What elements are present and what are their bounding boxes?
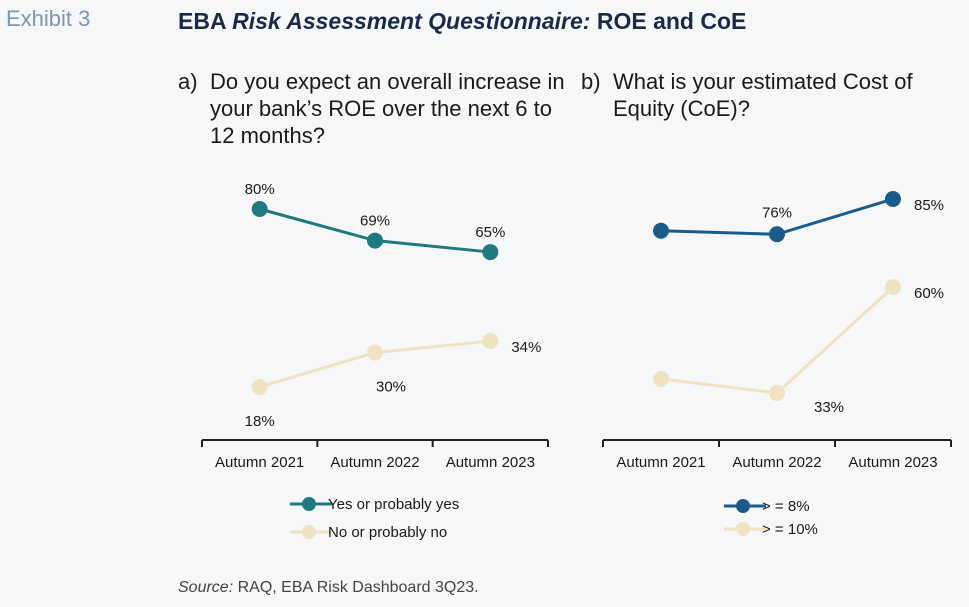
legend-label: > = 8% <box>762 498 810 515</box>
x-tick-label: Autumn 2022 <box>330 454 419 471</box>
source-label: Source: <box>178 579 234 596</box>
page-title: EBA Risk Assessment Questionnaire: ROE a… <box>178 8 746 35</box>
data-label: 80% <box>245 181 275 198</box>
legend-label: No or probably no <box>328 524 447 541</box>
x-tick-label: Autumn 2023 <box>848 454 937 471</box>
panel-a-letter: a) <box>178 69 198 94</box>
legend-label: > = 10% <box>762 521 818 538</box>
panel-b-question: b) What is your estimated Cost of Equity… <box>581 68 969 128</box>
chart-panel-a: Autumn 2021 Autumn 2022 Autumn 2023 80% 69% 6… <box>201 181 549 541</box>
data-label: 33% <box>814 399 844 416</box>
chart-panel-b: Autumn 2021 Autumn 2022 Autumn 2023 76% 85% >… <box>602 191 952 538</box>
legend-label: Yes or probably yes <box>328 496 459 513</box>
legend-swatch-marker <box>736 499 750 513</box>
data-label: 30% <box>376 379 406 396</box>
panel-a-title: Do you expect an overall increase in you… <box>210 69 565 148</box>
data-point <box>251 379 268 395</box>
x-tick-label: Autumn 2022 <box>732 454 821 471</box>
data-label: 34% <box>511 339 541 356</box>
data-point <box>367 344 383 361</box>
panel-b-title: What is your estimated Cost of Equity (C… <box>613 69 913 121</box>
legend-swatch-marker <box>302 525 316 539</box>
data-point <box>885 279 901 296</box>
data-label: 60% <box>914 285 944 302</box>
series-line-2 <box>660 286 895 395</box>
exhibit-label: Exhibit 3 <box>6 6 91 31</box>
legend-swatch-marker <box>302 497 316 511</box>
x-tick-label: Autumn 2021 <box>215 454 304 471</box>
data-point <box>769 385 785 401</box>
data-point <box>769 226 785 243</box>
source-note: Source: RAQ, EBA Risk Dashboard 3Q23. <box>178 579 479 597</box>
title-italic: Risk Assessment Questionnaire: <box>232 8 591 34</box>
panel-a-question: a) Do you expect an overall increase in … <box>178 68 578 158</box>
legend-swatch-marker <box>736 522 750 536</box>
data-point <box>482 244 499 261</box>
panel-b-letter: b) <box>581 69 601 94</box>
title-prefix: EBA <box>178 8 233 34</box>
title-suffix: ROE and CoE <box>590 8 747 34</box>
data-point <box>653 370 669 387</box>
data-label: 65% <box>475 224 505 241</box>
x-tick-label: Autumn 2023 <box>446 454 535 471</box>
data-point <box>885 191 901 207</box>
data-label: 76% <box>762 204 792 221</box>
data-point <box>482 333 499 350</box>
data-label: 85% <box>914 197 944 214</box>
data-point <box>653 222 669 239</box>
data-label: 69% <box>360 213 390 230</box>
x-tick-label: Autumn 2021 <box>616 454 705 471</box>
data-point <box>367 232 383 249</box>
data-point <box>251 201 268 217</box>
data-label: 18% <box>245 413 275 430</box>
source-text: RAQ, EBA Risk Dashboard 3Q23. <box>233 579 479 596</box>
